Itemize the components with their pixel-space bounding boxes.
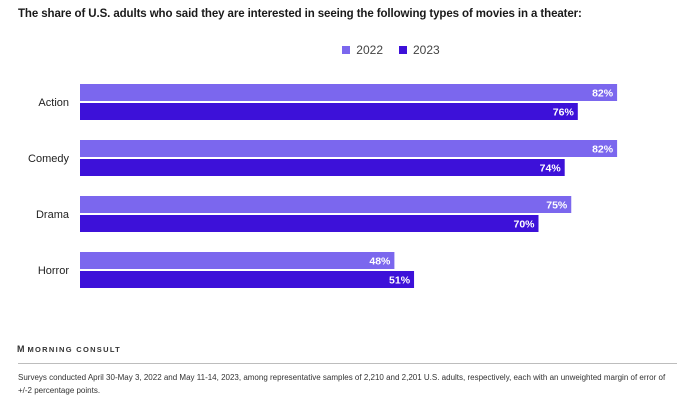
bar-action-2023 [80, 103, 578, 120]
bar-chart: Action 82% 76% Comedy 82% 74% Drama 75% 70% Horro… [28, 84, 618, 288]
bar-comedy-2023 [80, 159, 565, 176]
brand-name: MORNING CONSULT [27, 344, 122, 354]
data-label-comedy-2023: 74% [540, 163, 562, 175]
bar-comedy-2022 [80, 140, 618, 157]
legend-swatch-2022 [342, 46, 351, 54]
bar-action-2022 [80, 84, 618, 101]
bar-drama-2022 [80, 196, 572, 213]
chart-title: The share of U.S. adults who said they a… [18, 8, 582, 20]
data-label-horror-2023: 51% [389, 275, 411, 287]
category-label-comedy: Comedy [28, 153, 69, 165]
legend: 2022 2023 [0, 43, 687, 57]
bar-drama-2023 [80, 215, 539, 232]
data-label-comedy-2022: 82% [592, 144, 614, 156]
category-label-action: Action [38, 97, 69, 109]
legend-label-2023: 2023 [413, 43, 440, 57]
brand-logo: M MORNING CONSULT [17, 344, 121, 354]
category-label-horror: Horror [38, 265, 70, 277]
morning-consult-logo-icon: M [17, 344, 25, 354]
legend-swatch-2023 [399, 46, 407, 54]
footer-divider [18, 363, 677, 364]
methodology-note: Surveys conducted April 30-May 3, 2022 a… [18, 373, 666, 395]
bar-horror-2023 [80, 271, 415, 288]
legend-item-2023: 2023 [399, 43, 440, 57]
data-label-action-2023: 76% [553, 107, 575, 119]
data-label-drama-2023: 70% [513, 219, 535, 231]
bar-horror-2022 [80, 252, 395, 269]
legend-label-2022: 2022 [356, 43, 383, 57]
data-label-drama-2022: 75% [546, 200, 568, 212]
data-label-action-2022: 82% [592, 88, 614, 100]
legend-item-2022: 2022 [247, 43, 383, 57]
data-label-horror-2022: 48% [369, 256, 391, 268]
category-label-drama: Drama [36, 209, 70, 221]
